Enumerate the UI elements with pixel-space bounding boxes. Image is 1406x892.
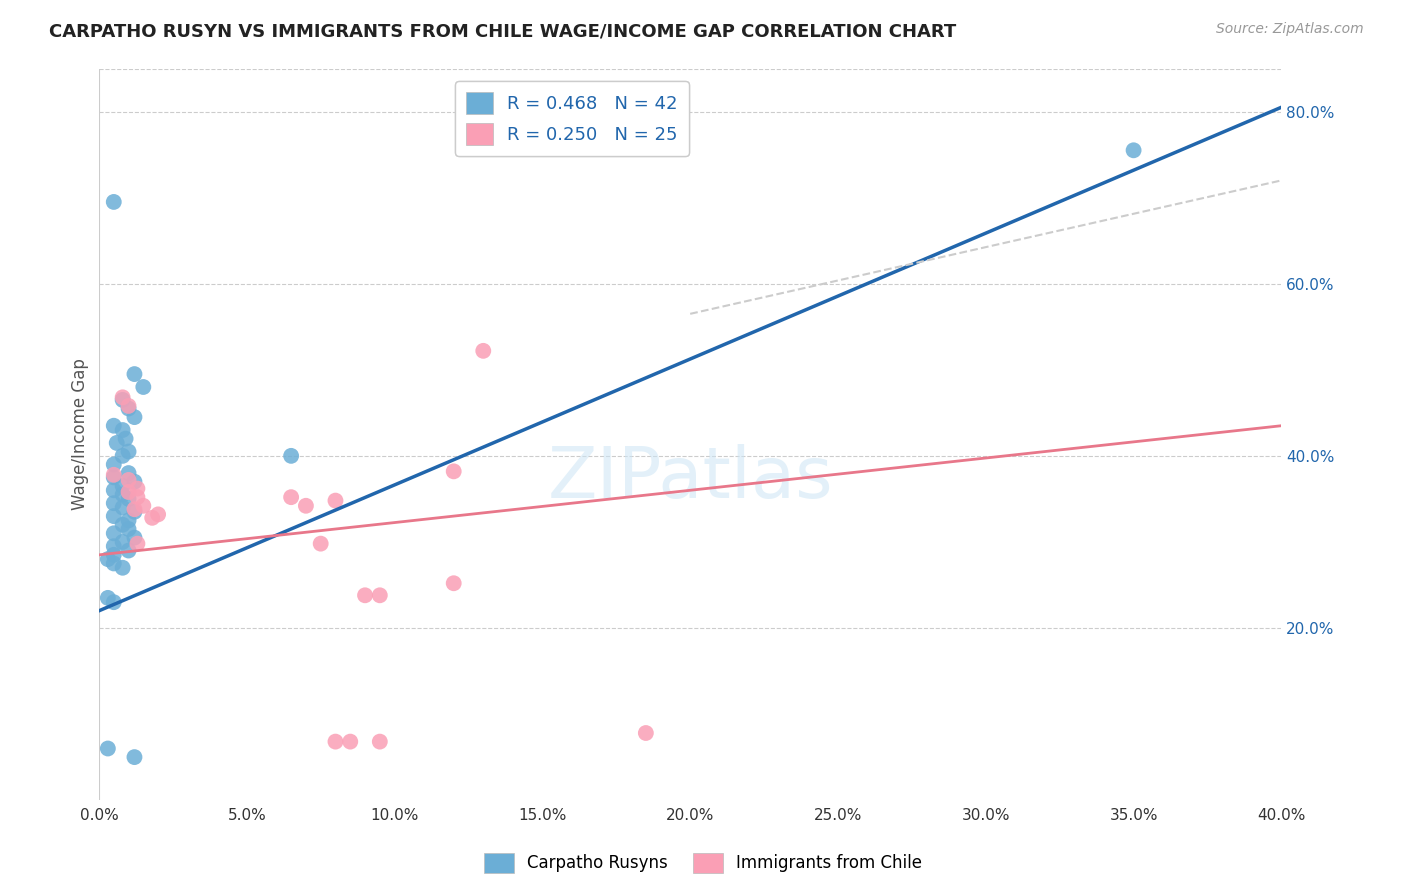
- Point: [114, 432, 136, 446]
- Text: CARPATHO RUSYN VS IMMIGRANTS FROM CHILE WAGE/INCOME GAP CORRELATION CHART: CARPATHO RUSYN VS IMMIGRANTS FROM CHILE …: [49, 22, 956, 40]
- Point: [443, 576, 465, 591]
- Point: [132, 499, 155, 513]
- Point: [117, 513, 139, 527]
- Text: ZIPatlas: ZIPatlas: [547, 443, 832, 513]
- Point: [103, 470, 125, 484]
- Legend: Carpatho Rusyns, Immigrants from Chile: Carpatho Rusyns, Immigrants from Chile: [477, 847, 929, 880]
- Point: [368, 588, 391, 602]
- Text: Source: ZipAtlas.com: Source: ZipAtlas.com: [1216, 22, 1364, 37]
- Point: [124, 750, 146, 764]
- Point: [280, 490, 302, 504]
- Point: [325, 493, 347, 508]
- Point: [117, 522, 139, 536]
- Point: [111, 487, 134, 501]
- Point: [103, 548, 125, 562]
- Point: [124, 410, 146, 425]
- Point: [141, 511, 163, 525]
- Point: [117, 543, 139, 558]
- Y-axis label: Wage/Income Gap: Wage/Income Gap: [72, 359, 89, 510]
- Point: [117, 485, 139, 500]
- Point: [117, 491, 139, 506]
- Point: [117, 399, 139, 413]
- Point: [103, 467, 125, 482]
- Point: [127, 536, 149, 550]
- Point: [97, 741, 120, 756]
- Point: [97, 552, 120, 566]
- Point: [124, 505, 146, 519]
- Point: [368, 734, 391, 748]
- Point: [127, 482, 149, 496]
- Point: [103, 595, 125, 609]
- Point: [117, 466, 139, 480]
- Point: [472, 343, 495, 358]
- Point: [103, 526, 125, 541]
- Point: [634, 726, 657, 740]
- Point: [111, 560, 134, 574]
- Legend: R = 0.468   N = 42, R = 0.250   N = 25: R = 0.468 N = 42, R = 0.250 N = 25: [456, 81, 689, 156]
- Point: [124, 367, 146, 381]
- Point: [132, 380, 155, 394]
- Point: [309, 536, 332, 550]
- Point: [117, 444, 139, 458]
- Point: [146, 508, 169, 522]
- Point: [295, 499, 318, 513]
- Point: [103, 539, 125, 553]
- Point: [127, 490, 149, 504]
- Point: [124, 475, 146, 489]
- Point: [97, 591, 120, 605]
- Point: [339, 734, 361, 748]
- Point: [111, 392, 134, 407]
- Point: [111, 500, 134, 515]
- Point: [111, 535, 134, 549]
- Point: [443, 464, 465, 478]
- Point: [354, 588, 377, 602]
- Point: [103, 509, 125, 524]
- Point: [105, 436, 128, 450]
- Point: [117, 401, 139, 416]
- Point: [1122, 143, 1144, 157]
- Point: [103, 418, 125, 433]
- Point: [103, 496, 125, 510]
- Point: [103, 483, 125, 498]
- Point: [124, 502, 146, 516]
- Point: [103, 458, 125, 472]
- Point: [124, 531, 146, 545]
- Point: [280, 449, 302, 463]
- Point: [103, 194, 125, 209]
- Point: [111, 423, 134, 437]
- Point: [111, 517, 134, 532]
- Point: [117, 473, 139, 487]
- Point: [325, 734, 347, 748]
- Point: [111, 449, 134, 463]
- Point: [111, 390, 134, 404]
- Point: [111, 479, 134, 493]
- Point: [103, 557, 125, 571]
